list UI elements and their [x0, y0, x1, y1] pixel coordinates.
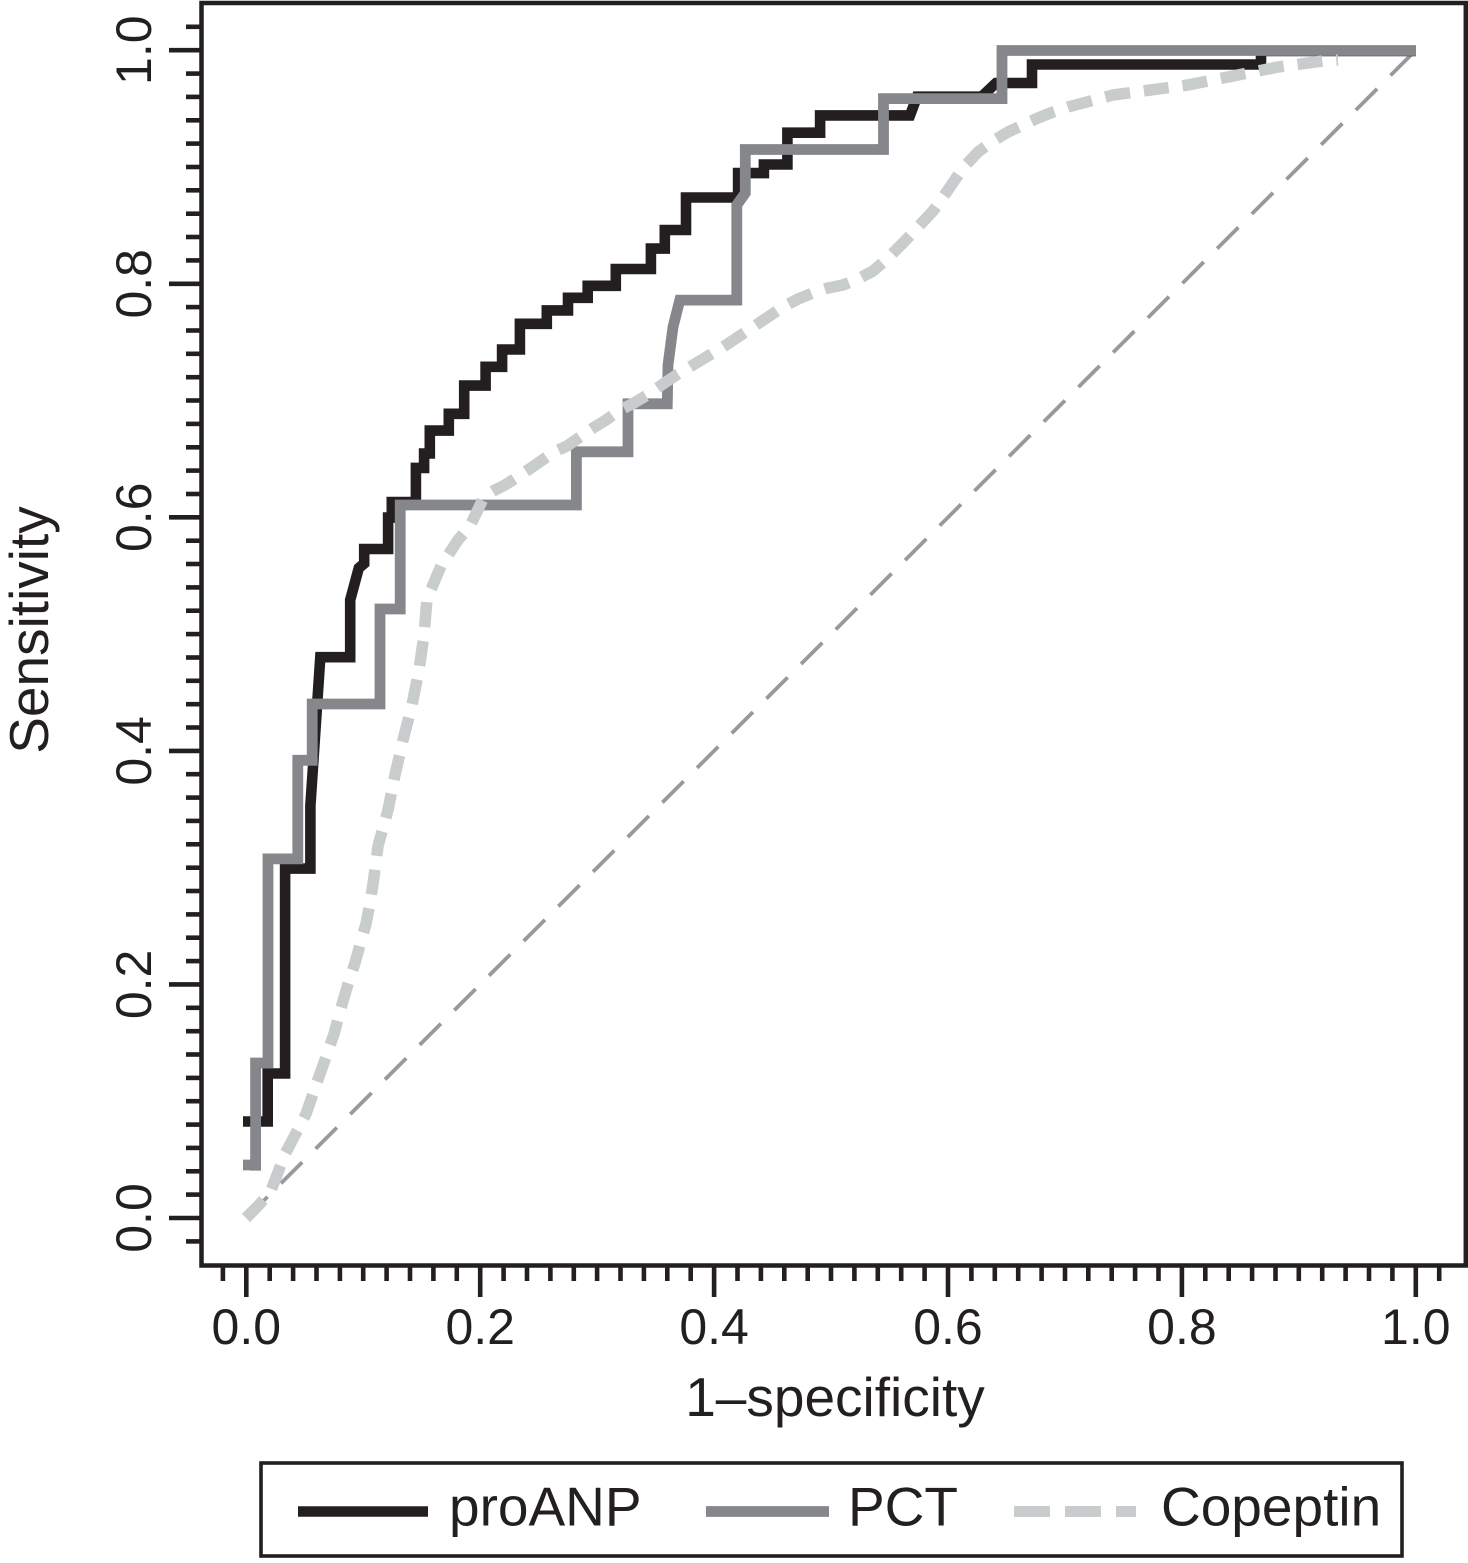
svg-text:Copeptin: Copeptin — [1161, 1476, 1381, 1538]
svg-text:1–specificity: 1–specificity — [685, 1366, 985, 1428]
svg-text:0.2: 0.2 — [106, 950, 162, 1020]
svg-text:0.8: 0.8 — [1147, 1299, 1217, 1355]
svg-text:0.4: 0.4 — [679, 1299, 749, 1355]
svg-text:1.0: 1.0 — [106, 15, 162, 85]
svg-text:0.6: 0.6 — [106, 483, 162, 553]
svg-text:proANP: proANP — [449, 1476, 642, 1538]
svg-text:Sensitivity: Sensitivity — [0, 506, 60, 754]
svg-text:0.2: 0.2 — [445, 1299, 515, 1355]
svg-text:0.4: 0.4 — [106, 716, 162, 786]
svg-text:1.0: 1.0 — [1381, 1299, 1451, 1355]
svg-text:0.6: 0.6 — [913, 1299, 983, 1355]
svg-text:PCT: PCT — [848, 1476, 958, 1538]
svg-text:0.8: 0.8 — [106, 249, 162, 319]
svg-text:0.0: 0.0 — [106, 1183, 162, 1253]
svg-text:0.0: 0.0 — [212, 1299, 282, 1355]
